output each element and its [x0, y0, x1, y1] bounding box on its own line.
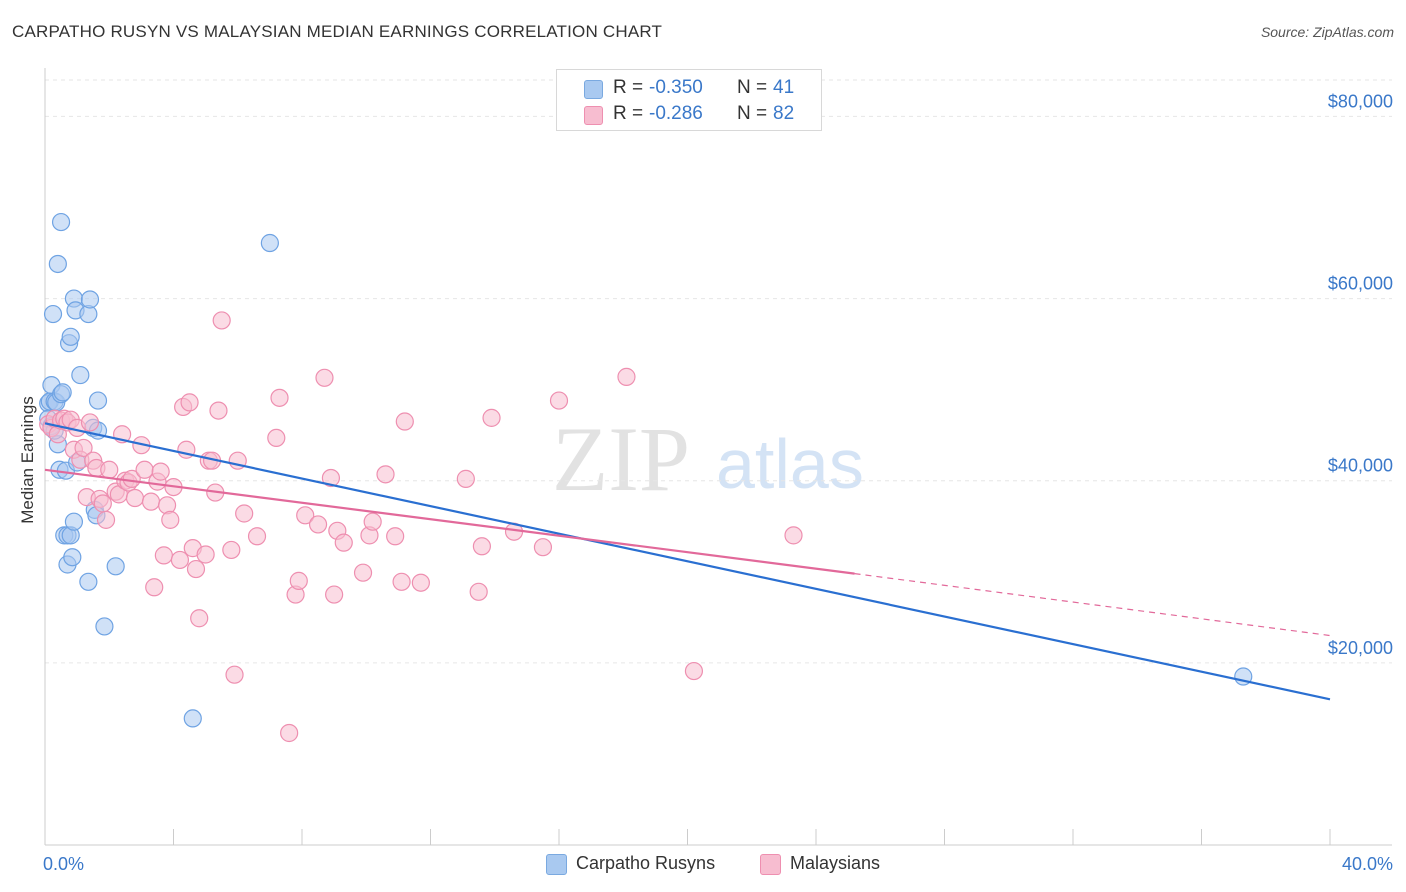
legend-swatch-carpatho	[546, 854, 567, 875]
point-malaysian	[386, 527, 405, 546]
y-axis-label: Median Earnings	[18, 396, 37, 524]
point-malaysian	[96, 510, 116, 529]
point-malaysian	[151, 462, 170, 481]
point-malaysian	[784, 526, 803, 545]
y-tick-label: $80,000	[1328, 91, 1393, 111]
point-malaysian	[190, 609, 209, 628]
legend-label-carpatho: Carpatho Rusyns	[576, 853, 716, 873]
trend-line-malaysian	[44, 468, 855, 575]
y-tick-label: $20,000	[1328, 638, 1393, 658]
point-malaysian	[617, 367, 636, 386]
point-malaysian	[684, 661, 704, 681]
point-malaysian	[472, 537, 491, 556]
watermark-zip: ZIP	[552, 408, 690, 510]
point-malaysian	[247, 527, 267, 546]
point-malaysian	[456, 469, 475, 488]
point-malaysian	[141, 492, 161, 511]
point-malaysian	[469, 582, 488, 601]
legend-r-value: -0.286	[649, 103, 703, 124]
trend-line-malaysian-extension	[854, 573, 1331, 637]
point-malaysian	[363, 512, 382, 531]
legend-n-value: 82	[773, 103, 795, 124]
point-malaysian	[376, 465, 395, 484]
legend-r-value: -0.350	[649, 77, 703, 98]
point-malaysian	[395, 412, 414, 431]
point-malaysian	[296, 506, 315, 525]
y-tick-label: $40,000	[1328, 456, 1393, 476]
point-carpatho	[43, 304, 63, 324]
point-malaysian	[325, 585, 344, 604]
point-carpatho	[71, 365, 90, 385]
point-carpatho	[63, 548, 82, 567]
point-malaysian	[321, 468, 341, 488]
point-malaysian	[289, 571, 308, 590]
point-carpatho	[95, 617, 114, 636]
legend-swatch-malaysian	[760, 854, 781, 875]
point-malaysian	[315, 368, 334, 387]
point-carpatho	[61, 327, 80, 346]
point-carpatho	[51, 212, 71, 232]
chart-title: CARPATHO RUSYN VS MALAYSIAN MEDIAN EARNI…	[12, 22, 663, 41]
point-malaysian	[145, 578, 164, 597]
legend-series: Carpatho Rusyns Malaysians	[0, 852, 1406, 878]
y-tick-label: $60,000	[1328, 274, 1393, 294]
point-carpatho	[88, 391, 108, 410]
point-malaysian	[334, 533, 353, 552]
point-malaysian	[225, 665, 244, 684]
point-malaysian	[235, 504, 254, 523]
legend-label-malaysian: Malaysians	[790, 853, 881, 873]
point-malaysian	[154, 546, 173, 565]
point-malaysian	[411, 573, 430, 592]
point-carpatho	[106, 557, 125, 576]
x-tick-label: 0.0%	[43, 854, 84, 874]
point-malaysian	[170, 550, 190, 570]
point-malaysian	[212, 311, 231, 330]
legend-n-value: 41	[773, 77, 795, 98]
point-malaysian	[270, 388, 289, 407]
legend-stats: R = -0.350 N = 41 R = -0.286 N = 82	[556, 69, 822, 131]
watermark-atlas: atlas	[716, 425, 864, 503]
point-malaysian	[196, 545, 215, 564]
point-malaysian	[549, 391, 569, 410]
point-carpatho	[183, 709, 202, 728]
chart-source: Source: ZipAtlas.com	[1260, 24, 1394, 40]
point-malaysian	[100, 460, 119, 479]
point-malaysian	[308, 515, 328, 534]
point-malaysian	[209, 401, 228, 420]
trend-line-carpatho	[44, 422, 1331, 701]
point-malaysian	[180, 393, 199, 412]
point-malaysian	[125, 488, 145, 508]
legend-swatch-carpatho	[584, 80, 603, 99]
legend-r-label: R =	[613, 103, 649, 124]
point-malaysian	[74, 438, 93, 458]
legend-n-label: N =	[737, 103, 773, 124]
point-malaysian	[186, 559, 206, 579]
point-carpatho	[79, 572, 98, 591]
point-carpatho	[260, 233, 279, 253]
point-malaysian	[482, 408, 501, 427]
point-carpatho	[53, 383, 72, 402]
point-malaysian	[80, 413, 100, 432]
point-malaysian	[222, 540, 241, 560]
legend-swatch-malaysian	[584, 106, 603, 125]
legend-stats-row-carpatho: R = -0.350 N = 41	[557, 76, 821, 100]
legend-stats-row-malaysian: R = -0.286 N = 82	[557, 102, 821, 126]
point-malaysian	[280, 723, 299, 743]
point-carpatho	[64, 512, 84, 531]
point-malaysian	[392, 572, 411, 591]
point-malaysian	[533, 538, 553, 557]
x-tick-label: 40.0%	[1342, 854, 1393, 874]
point-malaysian	[161, 510, 180, 529]
point-malaysian	[267, 428, 286, 448]
point-carpatho	[48, 254, 67, 274]
point-carpatho	[80, 290, 100, 309]
legend-n-label: N =	[737, 77, 773, 98]
legend-r-label: R =	[613, 77, 649, 98]
point-malaysian	[353, 563, 373, 582]
